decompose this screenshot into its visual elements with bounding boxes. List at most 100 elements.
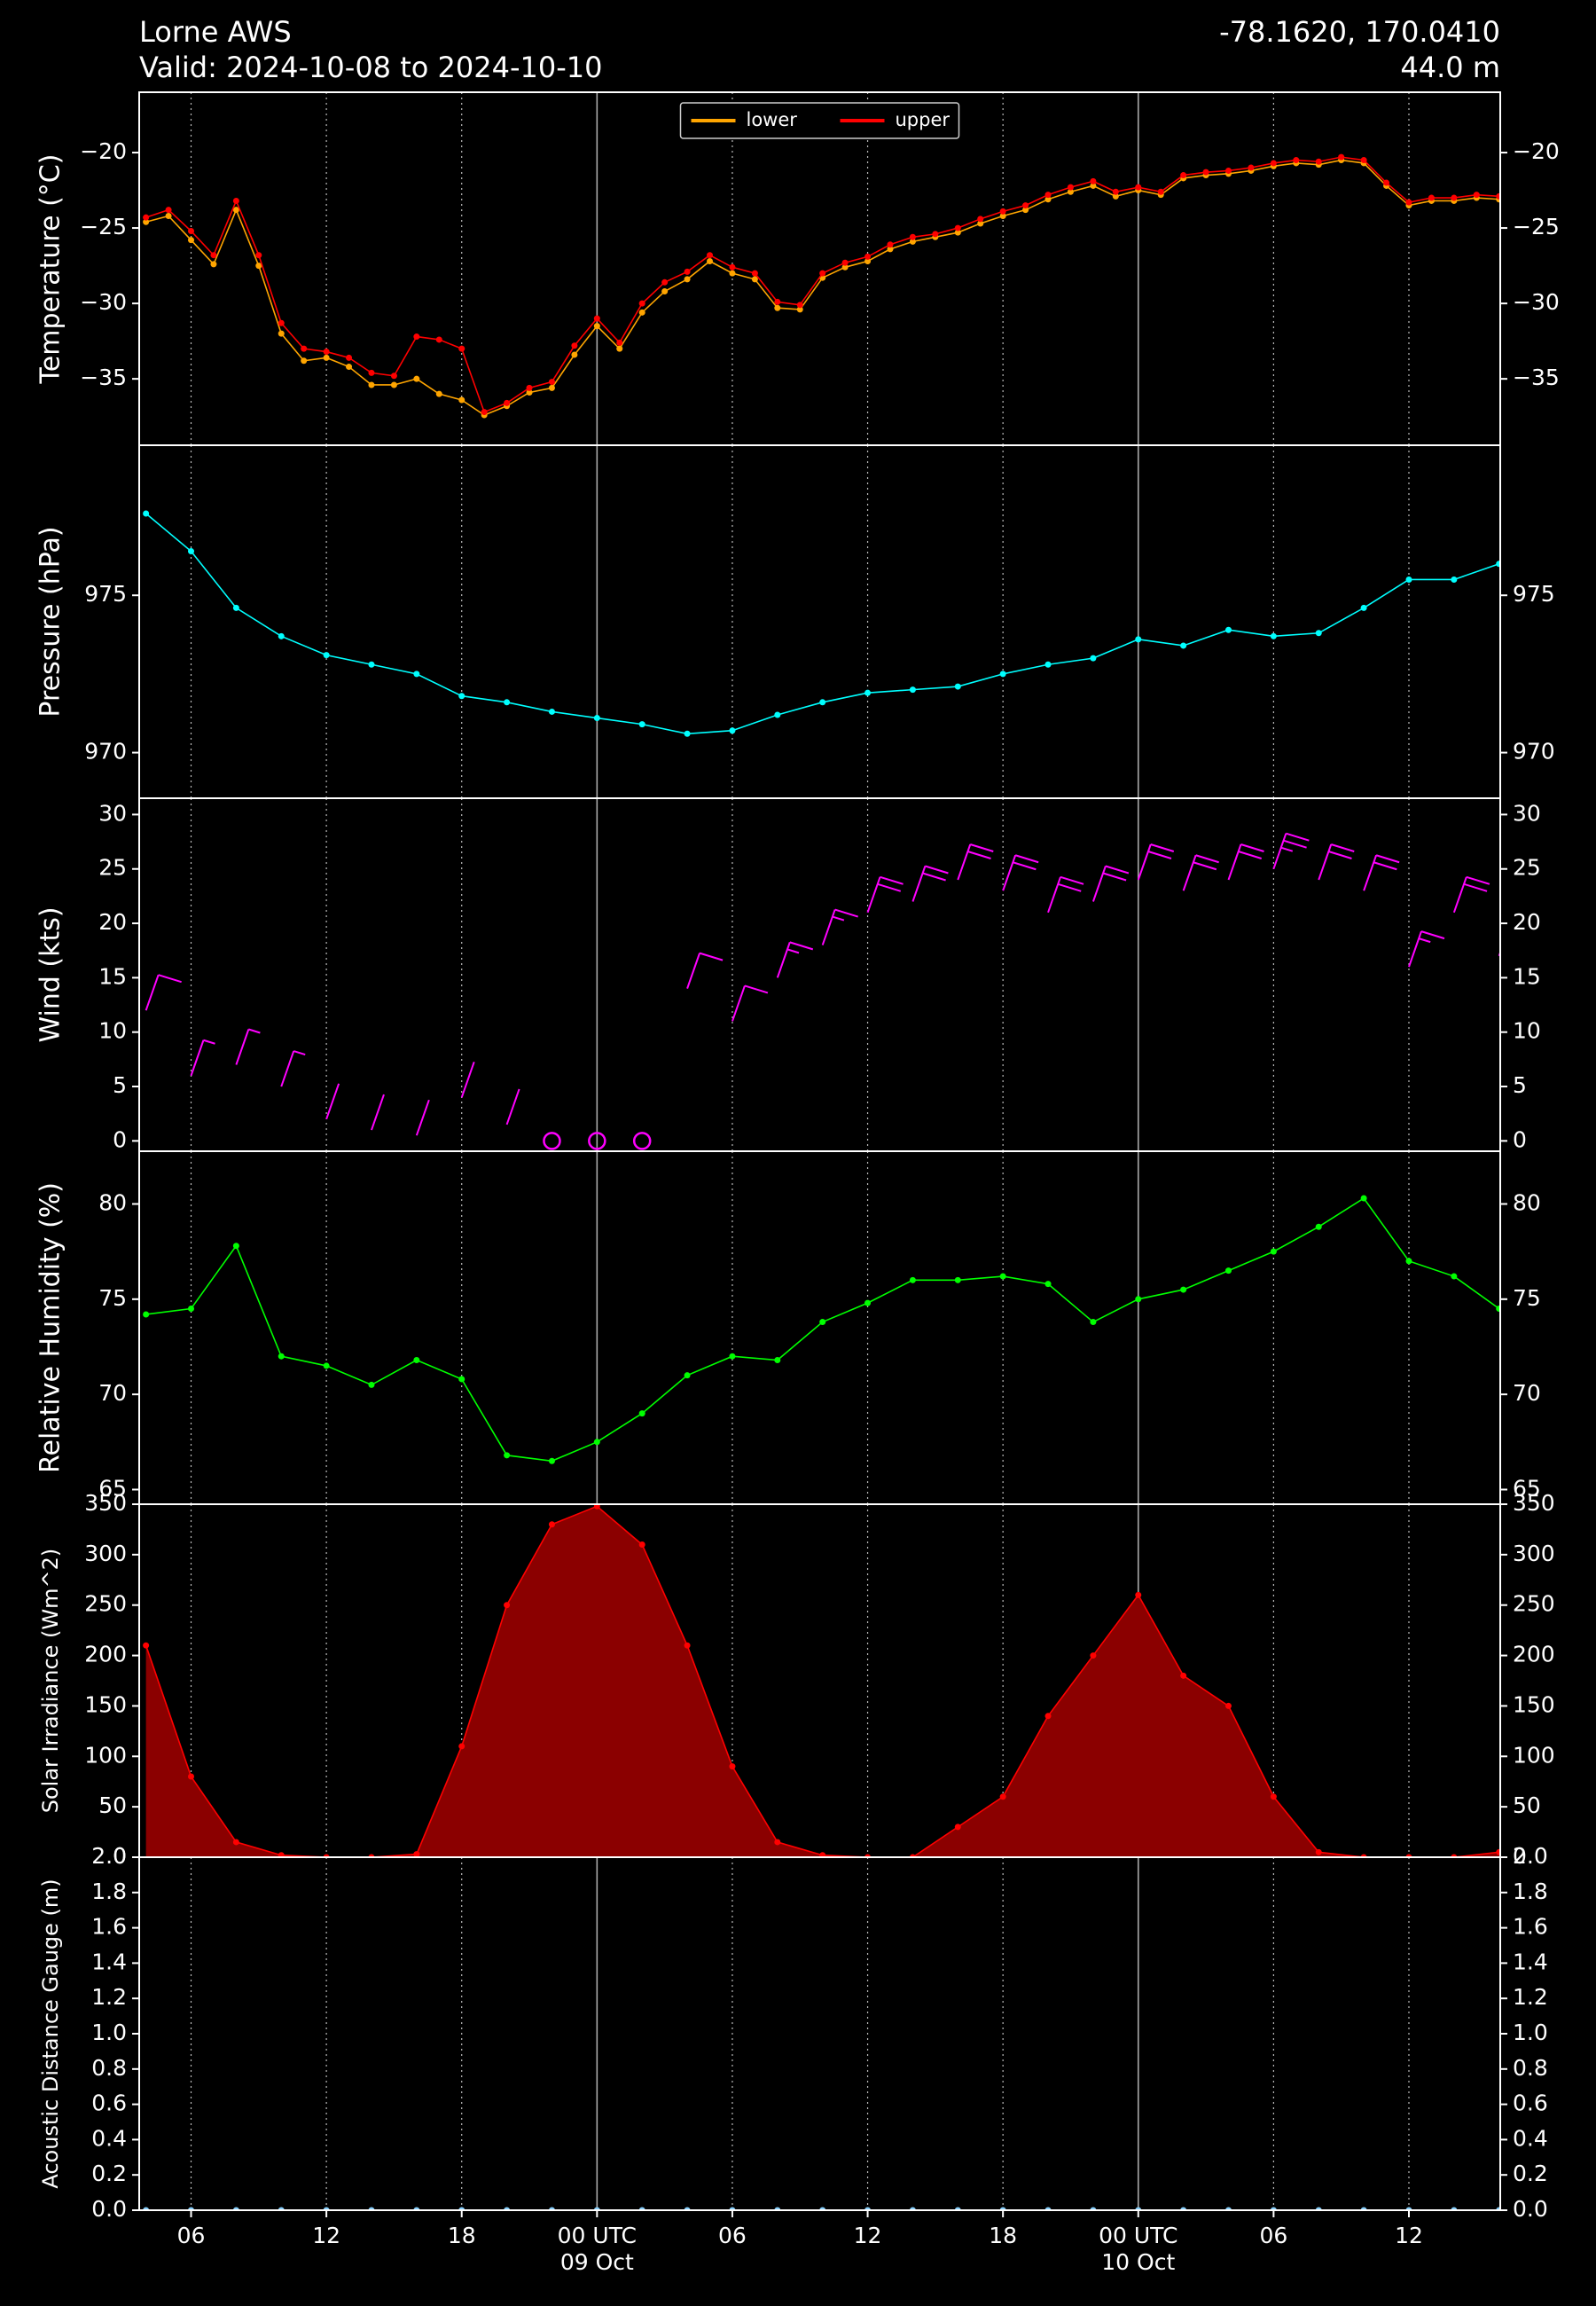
point [593,1439,600,1446]
x-tick-label: 12 [1395,2223,1423,2248]
y-tick-label: 250 [84,1591,127,1617]
point [864,253,872,260]
point [999,1273,1006,1280]
point [864,689,872,696]
barb-full [880,875,904,885]
legend-box [679,102,960,139]
barb-staff [957,843,972,881]
point [526,388,533,396]
point [1270,1793,1277,1800]
point [1135,184,1142,191]
point [368,369,375,376]
y-tick-label-right: 0.4 [1513,2125,1548,2151]
data-layer [143,153,1500,419]
panel: 0 0 5 5 10 10 15 15 20 20 25 25 30 30 Wind (kts) [35,797,1541,1152]
panel: 970 970 975 975 Pressure (hPa) [35,444,1555,799]
point [729,1763,736,1770]
point [548,379,555,386]
y-tick-label-right: 80 [1513,1189,1541,1215]
y-tick-label-right: 0.6 [1513,2090,1548,2116]
data-layer [145,832,1500,1150]
y-tick-label: 1.4 [91,1949,127,1974]
point [774,711,781,718]
barb-staff [505,1088,520,1126]
point [504,699,511,706]
y-tick-label-right: 1.4 [1513,1949,1548,1974]
y-tick-label: 0 [113,1126,127,1152]
point [1360,604,1367,611]
point [1022,207,1029,214]
series-line [145,1196,1500,1463]
y-axis-label: Acoustic Distance Gauge (m) [38,1879,63,2188]
point [165,207,172,214]
barb-half [832,915,845,922]
barb-full [699,952,724,961]
point [188,1306,195,1313]
y-tick-label-right: 200 [1513,1642,1555,1667]
barb-full [1057,882,1082,892]
series-line [145,156,1499,413]
point [1405,199,1412,206]
barb-full [1195,854,1219,864]
point [887,241,894,248]
point [954,1824,961,1831]
point [999,208,1006,215]
y-tick-label-right: 2.0 [1513,1843,1548,1869]
point [932,231,939,238]
barb-staff [1182,854,1197,891]
point [909,1276,916,1283]
wind-barb [1047,875,1084,914]
point [729,1353,736,1360]
barb-staff [1227,843,1242,881]
point [481,409,488,416]
barb-full [1420,930,1445,940]
wind-barb [632,1132,652,1150]
y-tick-label: −30 [80,289,127,315]
wind-barb [235,1028,261,1065]
y-tick-label-right: 0.8 [1513,2055,1548,2081]
point [1451,576,1458,583]
point [729,727,736,734]
subtitle: Valid: 2024-10-08 to 2024-10-10 [139,51,602,84]
point [1451,1273,1458,1280]
wind-barb [1318,843,1355,881]
y-tick-label: 50 [98,1792,127,1818]
point [1496,1306,1500,1313]
barb-full [1286,832,1310,842]
y-tick-label: −25 [80,214,127,239]
y-tick-label-right: 0.0 [1513,2196,1548,2222]
point [1090,1652,1097,1659]
point [255,263,262,270]
point [684,268,691,275]
y-tick-label-right: 100 [1513,1742,1555,1768]
point [954,683,961,690]
point [684,1372,691,1379]
point [435,390,442,397]
point [684,276,691,283]
barb-full [1373,861,1397,871]
calm-circle [543,1132,561,1150]
point [413,333,420,341]
point [1180,172,1187,179]
point [684,1642,691,1649]
wind-barb [280,1050,306,1087]
point [346,354,353,361]
y-axis-label: Temperature (°C) [35,154,66,385]
y-axis-label: Solar Irradiance (Wm^2) [38,1549,63,1814]
wind-barb [460,1061,475,1098]
y-tick-label: 1.2 [91,1984,127,2010]
y-tick-label: 0.8 [91,2055,127,2081]
wind-barb [911,865,949,902]
point [1451,194,1458,201]
wind-barb [588,1132,606,1150]
y-tick-label-right: 1.8 [1513,1879,1548,1904]
x-tick-label: 18 [989,2223,1018,2248]
x-tick-label: 06 [718,2223,747,2248]
barb-staff [776,942,791,978]
y-axis-label: Relative Humidity (%) [35,1182,66,1473]
barb-staff [911,866,927,902]
point [796,306,803,313]
wind-barb [1002,854,1039,891]
point [526,384,533,391]
barb-full [1150,843,1175,852]
